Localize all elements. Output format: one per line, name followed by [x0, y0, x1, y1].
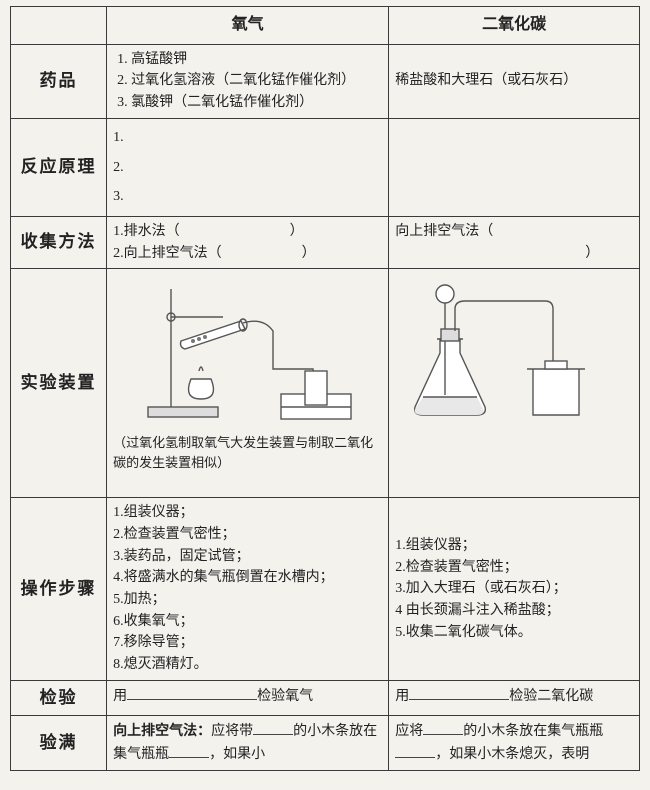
steps-o2: 1.组装仪器； 2.检查装置气密性； 3.装药品，固定试管； 4.将盛满水的集气… — [107, 498, 389, 681]
steps-o2-4: 4.将盛满水的集气瓶倒置在水槽内； — [113, 567, 382, 589]
reagents-o2-3: 3. 氯酸钾（二氧化锰作催化剂） — [117, 92, 382, 114]
full-label: 验满 — [11, 716, 107, 770]
full-o2-b: 应将带 — [211, 724, 253, 739]
reagents-o2-1: 1. 高锰酸钾 — [117, 49, 382, 71]
test-co2-a: 用 — [395, 689, 409, 704]
principle-o2-1: 1. — [113, 123, 382, 153]
collect-row: 收集方法 1.排水法（ ） 2.向上排空气法（ ） 向上排空气法（ ） — [11, 216, 640, 268]
worksheet: 氧气 二氧化碳 药品 1. 高锰酸钾 2. 过氧化氢溶液（二氧化锰作催化剂） 3… — [0, 0, 650, 790]
header-o2: 氧气 — [107, 7, 389, 45]
principle-o2-2: 2. — [113, 153, 382, 183]
steps-o2-2: 2.检查装置气密性； — [113, 524, 382, 546]
principle-co2 — [389, 118, 640, 216]
collect-o2-1a: 1.排水法（ — [113, 224, 180, 239]
full-o2-blank1 — [253, 720, 293, 735]
test-o2-b: 检验氧气 — [257, 689, 313, 704]
steps-o2-7: 7.移除导管； — [113, 632, 382, 654]
reagents-o2: 1. 高锰酸钾 2. 过氧化氢溶液（二氧化锰作催化剂） 3. 氯酸钾（二氧化锰作… — [107, 44, 389, 118]
steps-o2-1: 1.组装仪器； — [113, 502, 382, 524]
steps-co2-5: 5.收集二氧化碳气体。 — [395, 622, 633, 644]
apparatus-label: 实验装置 — [11, 269, 107, 498]
collect-o2: 1.排水法（ ） 2.向上排空气法（ ） — [107, 216, 389, 268]
reagents-o2-2: 2. 过氧化氢溶液（二氧化锰作催化剂） — [117, 70, 382, 92]
full-co2-blank2 — [395, 743, 435, 758]
collect-co2-a: 向上排空气法（ — [395, 224, 493, 239]
comparison-table: 氧气 二氧化碳 药品 1. 高锰酸钾 2. 过氧化氢溶液（二氧化锰作催化剂） 3… — [10, 6, 640, 771]
full-co2-blank1 — [423, 720, 463, 735]
steps-co2-1: 1.组装仪器； — [395, 535, 633, 557]
header-row: 氧气 二氧化碳 — [11, 7, 640, 45]
steps-row: 操作步骤 1.组装仪器； 2.检查装置气密性； 3.装药品，固定试管； 4.将盛… — [11, 498, 640, 681]
apparatus-o2: （过氧化氢制取氧气大发生装置与制取二氧化碳的发生装置相似） — [107, 269, 389, 498]
test-o2: 用 检验氧气 — [107, 680, 389, 715]
principle-row: 反应原理 1. 2. 3. — [11, 118, 640, 216]
steps-co2-3: 3.加入大理石（或石灰石）； — [395, 578, 633, 600]
principle-label: 反应原理 — [11, 118, 107, 216]
test-row: 检验 用 检验氧气 用 检验二氧化碳 — [11, 680, 640, 715]
full-co2-a: 应将 — [395, 724, 423, 739]
steps-co2: 1.组装仪器； 2.检查装置气密性； 3.加入大理石（或石灰石）； 4 由长颈漏… — [389, 498, 640, 681]
collect-o2-2a: 2.向上排空气法（ — [113, 246, 222, 261]
test-o2-a: 用 — [113, 689, 127, 704]
reagents-co2: 稀盐酸和大理石（或石灰石） — [389, 44, 640, 118]
steps-co2-2: 2.检查装置气密性； — [395, 557, 633, 579]
collect-label: 收集方法 — [11, 216, 107, 268]
full-row: 验满 向上排空气法：应将带的小木条放在集气瓶瓶，如果小 应将 的小木条放在集气瓶瓶… — [11, 716, 640, 770]
reagents-label: 药品 — [11, 44, 107, 118]
apparatus-co2-diagram — [395, 279, 615, 429]
apparatus-o2-diagram — [113, 279, 363, 429]
steps-o2-3: 3.装药品，固定试管； — [113, 546, 382, 568]
full-co2-b: 的小木条放在集气瓶瓶 — [463, 724, 603, 739]
header-blank — [11, 7, 107, 45]
apparatus-note: （过氧化氢制取氧气大发生装置与制取二氧化碳的发生装置相似） — [113, 433, 382, 473]
collect-co2-b: ） — [585, 246, 599, 261]
test-co2: 用 检验二氧化碳 — [389, 680, 640, 715]
steps-o2-8: 8.熄灭酒精灯。 — [113, 654, 382, 676]
full-o2-blank2 — [169, 743, 209, 758]
full-co2: 应将 的小木条放在集气瓶瓶 ，如果小木条熄灭，表明 — [389, 716, 640, 770]
header-co2: 二氧化碳 — [389, 7, 640, 45]
reagents-row: 药品 1. 高锰酸钾 2. 过氧化氢溶液（二氧化锰作催化剂） 3. 氯酸钾（二氧… — [11, 44, 640, 118]
test-co2-blank — [409, 685, 509, 700]
collect-o2-1b: ） — [290, 224, 304, 239]
collect-co2: 向上排空气法（ ） — [389, 216, 640, 268]
steps-co2-4: 4 由长颈漏斗注入稀盐酸； — [395, 600, 633, 622]
steps-o2-6: 6.收集氧气； — [113, 611, 382, 633]
test-label: 检验 — [11, 680, 107, 715]
apparatus-co2 — [389, 269, 640, 498]
full-o2: 向上排空气法：应将带的小木条放在集气瓶瓶，如果小 — [107, 716, 389, 770]
collect-o2-2b: ） — [302, 246, 316, 261]
full-o2-d: ，如果小 — [209, 747, 265, 762]
test-o2-blank — [127, 685, 257, 700]
full-o2-a: 向上排空气法： — [113, 724, 211, 739]
steps-label: 操作步骤 — [11, 498, 107, 681]
full-co2-c: ，如果小木条熄灭，表明 — [435, 747, 589, 762]
test-co2-b: 检验二氧化碳 — [509, 689, 593, 704]
principle-o2-3: 3. — [113, 182, 382, 212]
principle-o2: 1. 2. 3. — [107, 118, 389, 216]
steps-o2-5: 5.加热； — [113, 589, 382, 611]
apparatus-row: 实验装置 — [11, 269, 640, 498]
